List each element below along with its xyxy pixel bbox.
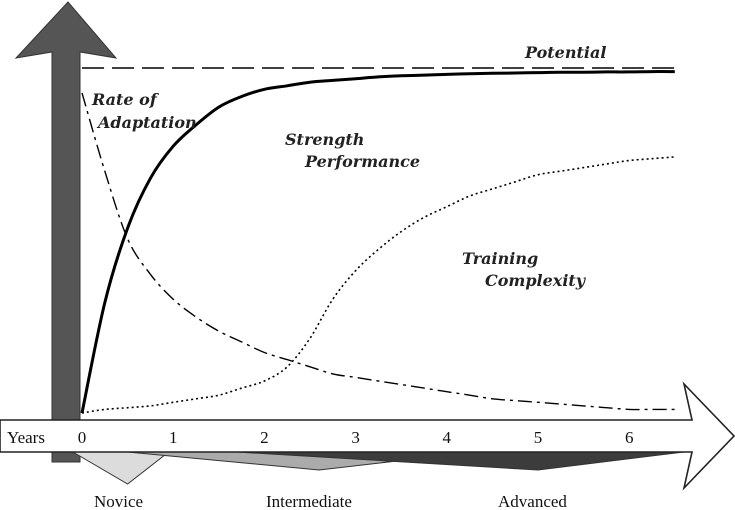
x-axis-arrow: [0, 381, 735, 491]
x-tick-label: 4: [443, 428, 452, 447]
x-tick-label: 1: [169, 428, 178, 447]
series-layer: [80, 67, 675, 414]
x-tick-label: 2: [260, 428, 269, 447]
label-rate-of-adaptation-1: Rate of: [91, 90, 160, 109]
label-potential: Potential: [524, 43, 606, 62]
label-strength-2: Performance: [304, 152, 420, 171]
x-tick-label: 0: [78, 428, 87, 447]
label-strength-1: Strength: [285, 130, 364, 149]
stage-label-novice: Novice: [94, 492, 143, 510]
x-tick-label: 3: [351, 428, 360, 447]
label-training-1: Training: [462, 249, 538, 268]
label-training-2: Complexity: [485, 271, 587, 290]
series-line-training-complexity: [81, 156, 675, 414]
label-rate-of-adaptation-2: Adaptation: [96, 113, 197, 132]
x-tick-labels: 0 1 2 3 4 5 6: [78, 428, 634, 447]
stage-triangle-novice: [71, 451, 171, 485]
y-axis-arrow: [14, 1, 118, 463]
x-tick-label: 6: [625, 428, 634, 447]
stage-label-advanced: Advanced: [498, 492, 567, 510]
stage-label-intermediate: Intermediate: [266, 492, 352, 510]
x-axis-label: Years: [7, 428, 45, 447]
x-tick-label: 5: [534, 428, 543, 447]
series-line-strength-performance: [80, 70, 675, 414]
stage-shading: [71, 451, 684, 485]
series-line-rate-of-adaptation: [81, 92, 675, 411]
